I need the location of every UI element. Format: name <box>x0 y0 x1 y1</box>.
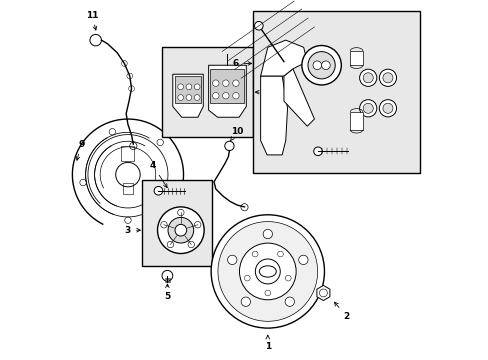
Circle shape <box>319 289 326 297</box>
Text: 3: 3 <box>124 226 140 235</box>
Polygon shape <box>260 76 287 155</box>
Circle shape <box>185 84 191 90</box>
Circle shape <box>263 229 272 239</box>
Circle shape <box>157 207 203 253</box>
Circle shape <box>363 73 372 83</box>
Circle shape <box>312 61 321 69</box>
Circle shape <box>178 95 183 100</box>
Circle shape <box>254 22 263 30</box>
Polygon shape <box>260 40 306 76</box>
Circle shape <box>194 95 200 100</box>
Circle shape <box>363 103 372 113</box>
Text: 2: 2 <box>334 302 349 321</box>
Circle shape <box>252 251 258 257</box>
Circle shape <box>175 224 186 236</box>
Circle shape <box>379 100 396 117</box>
Circle shape <box>212 93 219 99</box>
Circle shape <box>382 73 392 83</box>
Circle shape <box>321 61 329 69</box>
Circle shape <box>255 259 280 284</box>
Circle shape <box>379 69 396 86</box>
Text: 10: 10 <box>230 127 243 141</box>
Bar <box>122 183 133 194</box>
Bar <box>253 12 419 173</box>
Circle shape <box>359 100 376 117</box>
Text: 8: 8 <box>255 87 270 96</box>
Circle shape <box>241 297 250 306</box>
Circle shape <box>185 95 191 100</box>
Circle shape <box>285 275 290 281</box>
Text: 5: 5 <box>164 284 170 301</box>
Circle shape <box>298 255 307 265</box>
Circle shape <box>222 80 228 86</box>
Bar <box>162 47 253 137</box>
Circle shape <box>161 221 167 228</box>
Text: 11: 11 <box>86 10 98 30</box>
Polygon shape <box>208 65 246 117</box>
Ellipse shape <box>259 266 276 277</box>
Circle shape <box>232 93 239 99</box>
Circle shape <box>241 204 247 211</box>
Text: 6: 6 <box>232 59 251 68</box>
Circle shape <box>154 186 163 195</box>
Bar <box>142 180 212 266</box>
Bar <box>349 51 362 65</box>
Circle shape <box>178 84 183 90</box>
Bar <box>174 76 201 103</box>
Polygon shape <box>172 74 203 117</box>
Circle shape <box>222 93 228 99</box>
Circle shape <box>285 297 294 306</box>
Bar <box>210 69 244 103</box>
Text: 9: 9 <box>76 140 84 160</box>
Bar <box>349 112 362 130</box>
Circle shape <box>194 84 200 90</box>
Polygon shape <box>284 69 314 126</box>
Circle shape <box>167 241 173 248</box>
Circle shape <box>224 141 234 150</box>
Circle shape <box>359 69 376 86</box>
Text: 7: 7 <box>266 112 272 127</box>
Circle shape <box>244 275 250 281</box>
Circle shape <box>188 241 194 248</box>
Circle shape <box>264 290 270 296</box>
Circle shape <box>227 255 236 265</box>
Circle shape <box>218 222 317 321</box>
Circle shape <box>162 270 172 281</box>
Text: 4: 4 <box>149 161 167 188</box>
Circle shape <box>313 147 322 156</box>
Bar <box>121 147 134 161</box>
Circle shape <box>232 80 239 86</box>
Circle shape <box>177 209 183 216</box>
Circle shape <box>382 103 392 113</box>
Polygon shape <box>316 285 329 301</box>
Circle shape <box>194 221 201 228</box>
Circle shape <box>307 51 335 79</box>
Circle shape <box>277 251 283 257</box>
Circle shape <box>239 243 296 300</box>
Circle shape <box>168 217 193 243</box>
Circle shape <box>211 215 324 328</box>
Circle shape <box>301 45 341 85</box>
Circle shape <box>212 80 219 86</box>
Text: 1: 1 <box>264 336 270 351</box>
